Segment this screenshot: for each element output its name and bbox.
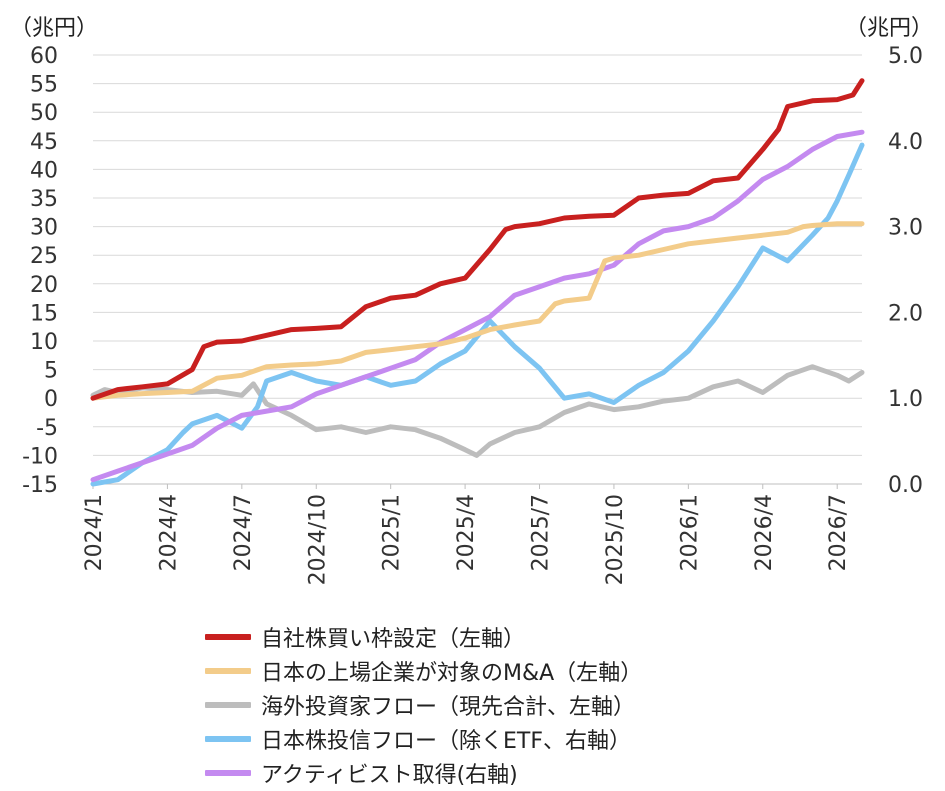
- left-tick-label: 35: [30, 187, 58, 212]
- right-tick-label: 5.0: [888, 44, 923, 69]
- x-tick-label: 2024/10: [305, 494, 330, 585]
- x-tick-label: 2024/7: [231, 494, 256, 571]
- legend-swatch: [205, 668, 251, 674]
- legend-label: 自社株買い枠設定（左軸）: [261, 627, 526, 652]
- left-tick-label: 30: [30, 216, 58, 241]
- x-tick-label: 2026/4: [752, 494, 777, 571]
- series-line: [90, 78, 865, 401]
- x-tick-label: 2025/1: [380, 494, 405, 571]
- legend-item: 日本株投信フロー（除くETF、右軸）: [205, 722, 642, 756]
- x-tick-label: 2026/1: [677, 494, 702, 571]
- left-tick-label: -10: [22, 444, 58, 469]
- right-axis-unit: （兆円）: [844, 16, 933, 41]
- legend-item: 海外投資家フロー（現先合計、左軸）: [205, 688, 642, 722]
- legend-item: 日本の上場企業が対象のM&A（左軸）: [205, 654, 642, 688]
- left-tick-label: 45: [30, 130, 58, 155]
- right-tick-label: 1.0: [888, 387, 923, 412]
- left-tick-label: 20: [30, 273, 58, 298]
- x-tick-label: 2026/7: [826, 494, 851, 571]
- legend-swatch: [205, 634, 251, 640]
- legend-label: 日本株投信フロー（除くETF、右軸）: [261, 729, 631, 754]
- x-tick-label: 2024/1: [82, 494, 107, 571]
- series-layer: [90, 78, 865, 487]
- x-tick-label: 2024/4: [156, 494, 181, 571]
- series-line: [90, 129, 865, 483]
- legend-item: アクティビスト取得(右軸): [205, 756, 642, 790]
- series-line: [90, 221, 865, 401]
- left-tick-label: 5: [44, 359, 58, 384]
- left-tick-label: 25: [30, 244, 58, 269]
- left-tick-label: -15: [22, 473, 58, 498]
- left-tick-label: 15: [30, 301, 58, 326]
- x-tick-label: 2025/7: [529, 494, 554, 571]
- x-tick-label: 2025/10: [603, 494, 628, 585]
- x-axis: 2024/1 2024/4 2024/7 2024/10 2025/1 2025/4 202…: [82, 483, 862, 585]
- legend-item: 自社株買い枠設定（左軸）: [205, 620, 642, 654]
- left-axis-unit: （兆円）: [10, 16, 99, 41]
- left-tick-label: -5: [36, 416, 58, 441]
- right-tick-label: 2.0: [888, 301, 923, 326]
- right-tick-label: 4.0: [888, 130, 923, 155]
- legend-label: アクティビスト取得(右軸): [261, 763, 518, 788]
- left-tick-label: 55: [30, 73, 58, 98]
- left-tick-label: 50: [30, 101, 58, 126]
- legend-swatch: [205, 702, 251, 708]
- legend-swatch: [205, 736, 251, 742]
- legend: 自社株買い枠設定（左軸） 日本の上場企業が対象のM&A（左軸） 海外投資家フロー…: [205, 620, 642, 790]
- legend-label: 海外投資家フロー（現先合計、左軸）: [261, 695, 636, 720]
- right-tick-label: 3.0: [888, 216, 923, 241]
- right-axis: 5.0 4.0 3.0 2.0 1.0 0.0: [888, 44, 923, 498]
- left-tick-label: 40: [30, 158, 58, 183]
- left-tick-label: 0: [44, 387, 58, 412]
- left-tick-label: 10: [30, 330, 58, 355]
- legend-swatch: [205, 770, 251, 776]
- x-tick-label: 2025/4: [454, 494, 479, 571]
- left-tick-label: 60: [30, 44, 58, 69]
- right-tick-label: 0.0: [888, 473, 923, 498]
- series-line: [90, 364, 865, 458]
- legend-label: 日本の上場企業が対象のM&A（左軸）: [261, 661, 643, 686]
